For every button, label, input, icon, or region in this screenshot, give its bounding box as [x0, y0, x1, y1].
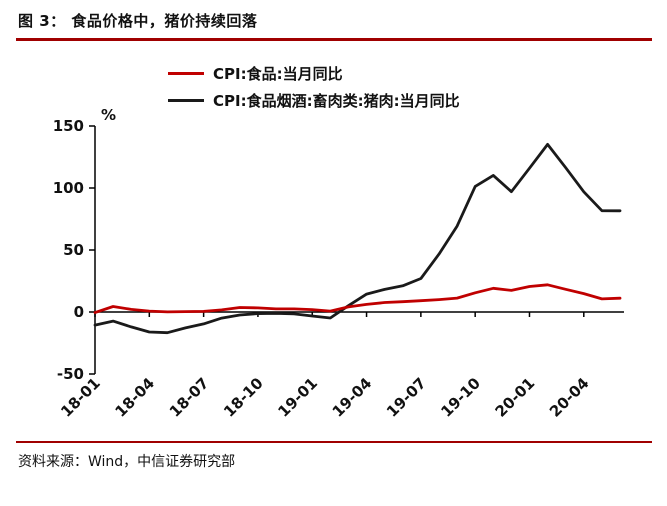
svg-text:0: 0: [74, 303, 84, 321]
figure-title: 图 3： 食品价格中，猪价持续回落: [18, 12, 258, 30]
legend-label-food-cpi: CPI:食品:当月同比: [213, 65, 343, 83]
svg-text:50: 50: [63, 241, 84, 259]
line-chart: 150 100 50 0 -50% 18-01 18-04 18-07 18-10 19-01 19…: [0, 106, 667, 442]
svg-text:-50: -50: [57, 365, 84, 383]
svg-text:19-01: 19-01: [274, 374, 321, 421]
svg-text:150: 150: [53, 117, 84, 135]
chart-legend: CPI:食品:当月同比 CPI:食品烟酒:畜肉类:猪肉:当月同比: [168, 60, 460, 114]
svg-text:%: %: [101, 106, 116, 124]
source-text: 资料来源：Wind，中信证券研究部: [18, 454, 236, 470]
svg-text:19-10: 19-10: [437, 374, 484, 421]
source-divider-rule: [16, 441, 652, 443]
legend-line-black-icon: [168, 99, 204, 102]
legend-item-pork-cpi: CPI:食品烟酒:畜肉类:猪肉:当月同比: [168, 87, 460, 114]
svg-text:18-07: 18-07: [166, 374, 213, 421]
svg-text:20-01: 20-01: [492, 374, 539, 421]
svg-text:18-10: 18-10: [220, 374, 267, 421]
title-divider-rule: [16, 38, 652, 41]
svg-text:19-07: 19-07: [383, 374, 430, 421]
svg-text:20-04: 20-04: [546, 374, 593, 421]
legend-label-pork-cpi: CPI:食品烟酒:畜肉类:猪肉:当月同比: [213, 92, 460, 110]
svg-text:18-04: 18-04: [111, 374, 158, 421]
svg-text:100: 100: [53, 179, 84, 197]
svg-text:19-04: 19-04: [329, 374, 376, 421]
legend-line-red-icon: [168, 72, 204, 75]
legend-item-food-cpi: CPI:食品:当月同比: [168, 60, 460, 87]
